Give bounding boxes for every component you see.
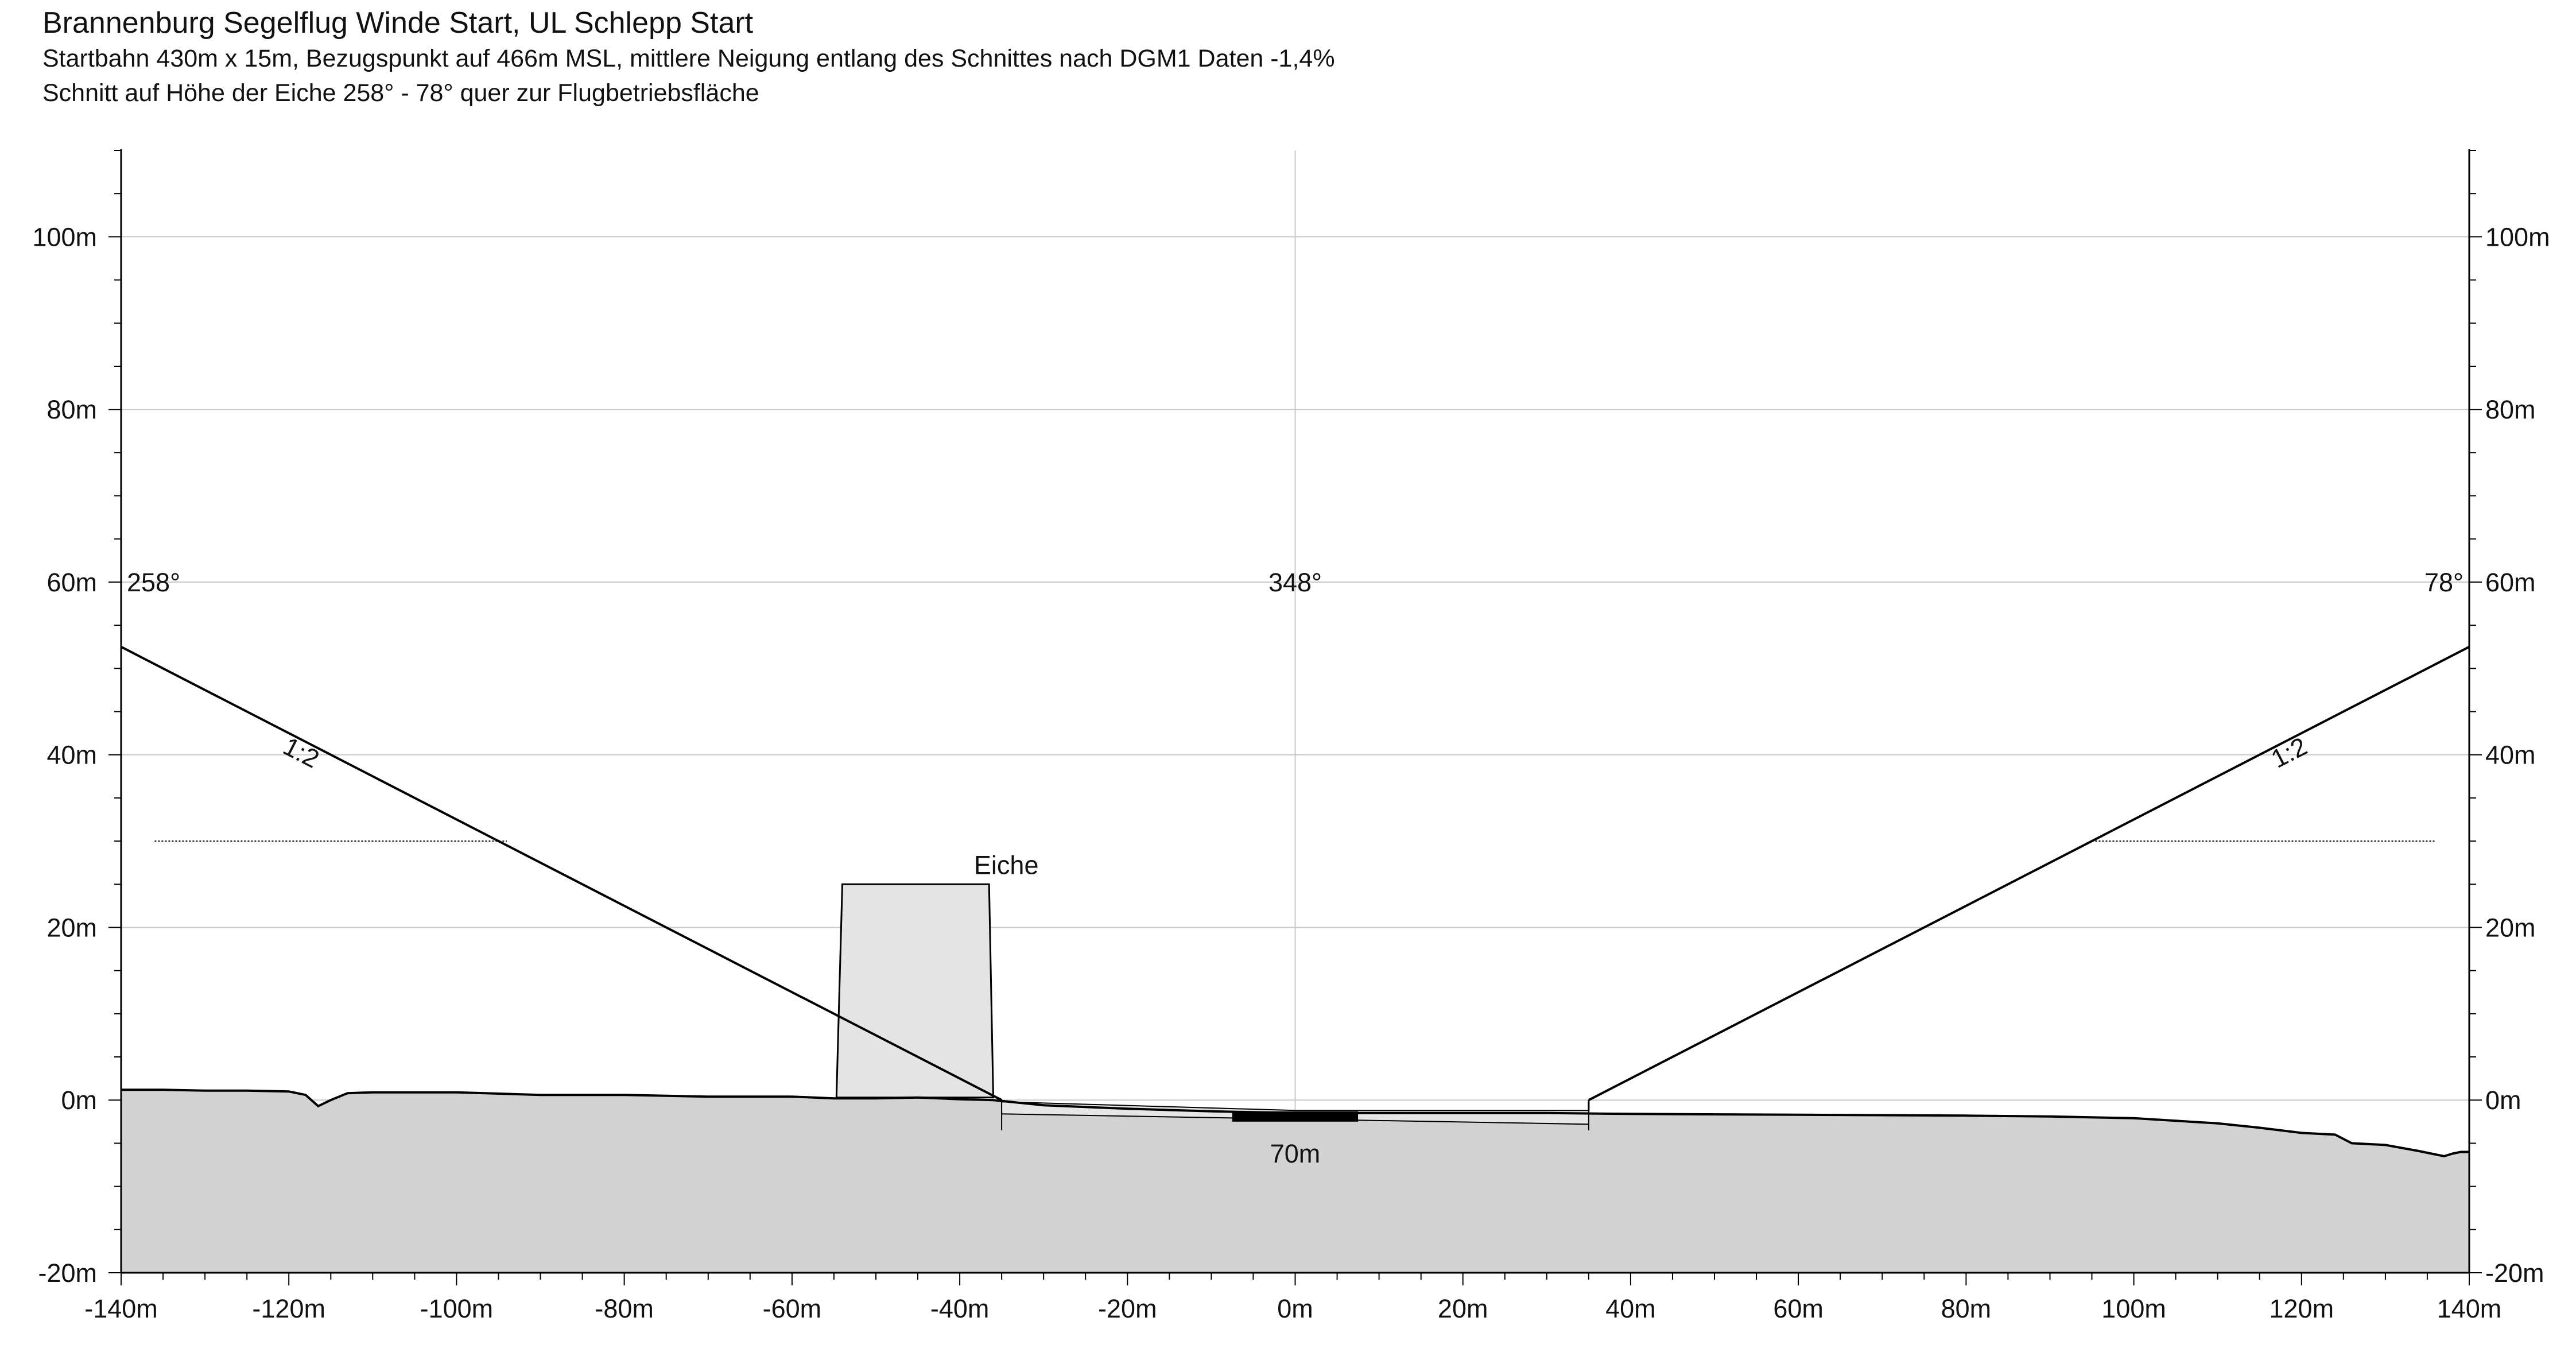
- diagram-title: Brannenburg Segelflug Winde Start, UL Sc…: [42, 6, 754, 40]
- direction-label-right: 78°: [2424, 568, 2464, 597]
- x-tick-label: 100m: [2101, 1294, 2166, 1323]
- x-tick-label: 80m: [1941, 1294, 1992, 1323]
- diagram-header: Brannenburg Segelflug Winde Start, UL Sc…: [42, 5, 2511, 110]
- y-tick-label-left: 0m: [61, 1086, 97, 1115]
- y-tick-label-right: 0m: [2485, 1086, 2521, 1115]
- x-tick-label: -60m: [763, 1294, 822, 1323]
- diagram-subtitle-runway: Startbahn 430m x 15m, Bezugspunkt auf 46…: [42, 45, 1335, 72]
- x-tick-label: -100m: [420, 1294, 494, 1323]
- slope-line: [121, 645, 1003, 1101]
- obstacle-eiche: [835, 883, 995, 1099]
- x-tick-label: -20m: [1098, 1294, 1157, 1323]
- y-tick-label-left: 20m: [46, 913, 97, 943]
- y-tick-label-right: 20m: [2485, 913, 2536, 943]
- terrain-area: [121, 1090, 2469, 1273]
- x-tick-label: 0m: [1277, 1294, 1313, 1323]
- y-tick-label-left: 100m: [32, 222, 97, 251]
- runway-strip-width-label: 70m: [1270, 1139, 1321, 1168]
- x-tick-label: 120m: [2269, 1294, 2334, 1323]
- obstacle-label: Eiche: [974, 850, 1039, 880]
- x-tick-label: 140m: [2437, 1294, 2502, 1323]
- y-tick-label-right: 60m: [2485, 568, 2536, 597]
- terrain-outline: [121, 1088, 2469, 1158]
- runway: [1232, 1111, 1359, 1122]
- x-tick-label: 20m: [1438, 1294, 1488, 1323]
- grid-layer: [121, 150, 2469, 1273]
- y-tick-label-left: 60m: [46, 568, 97, 597]
- x-tick-label: -40m: [930, 1294, 990, 1323]
- diagram-subtitle-section: Schnitt auf Höhe der Eiche 258° - 78° qu…: [42, 79, 759, 107]
- slope-label: 1:2: [2267, 731, 2312, 774]
- direction-label-center: 348°: [1268, 568, 1322, 597]
- line-layer: [121, 645, 2470, 1158]
- y-tick-label-right: 100m: [2485, 222, 2550, 251]
- y-tick-label-left: 40m: [46, 741, 97, 770]
- y-tick-label-right: -20m: [2485, 1258, 2544, 1288]
- direction-label-left: 258°: [127, 568, 180, 597]
- x-tick-label: 40m: [1605, 1294, 1656, 1323]
- y-tick-label-left: 80m: [46, 395, 97, 424]
- axis-layer: [108, 149, 2482, 1285]
- x-tick-label: -120m: [252, 1294, 325, 1323]
- y-tick-label-right: 80m: [2485, 395, 2536, 424]
- slope-line: [1588, 645, 2470, 1101]
- x-tick-label: -140m: [84, 1294, 158, 1323]
- y-tick-label-right: 40m: [2485, 741, 2536, 770]
- x-tick-label: 60m: [1773, 1294, 1824, 1323]
- y-tick-label-left: -20m: [38, 1258, 97, 1288]
- area-layer: [121, 883, 2469, 1273]
- x-tick-label: -80m: [595, 1294, 654, 1323]
- slope-label: 1:2: [278, 731, 324, 774]
